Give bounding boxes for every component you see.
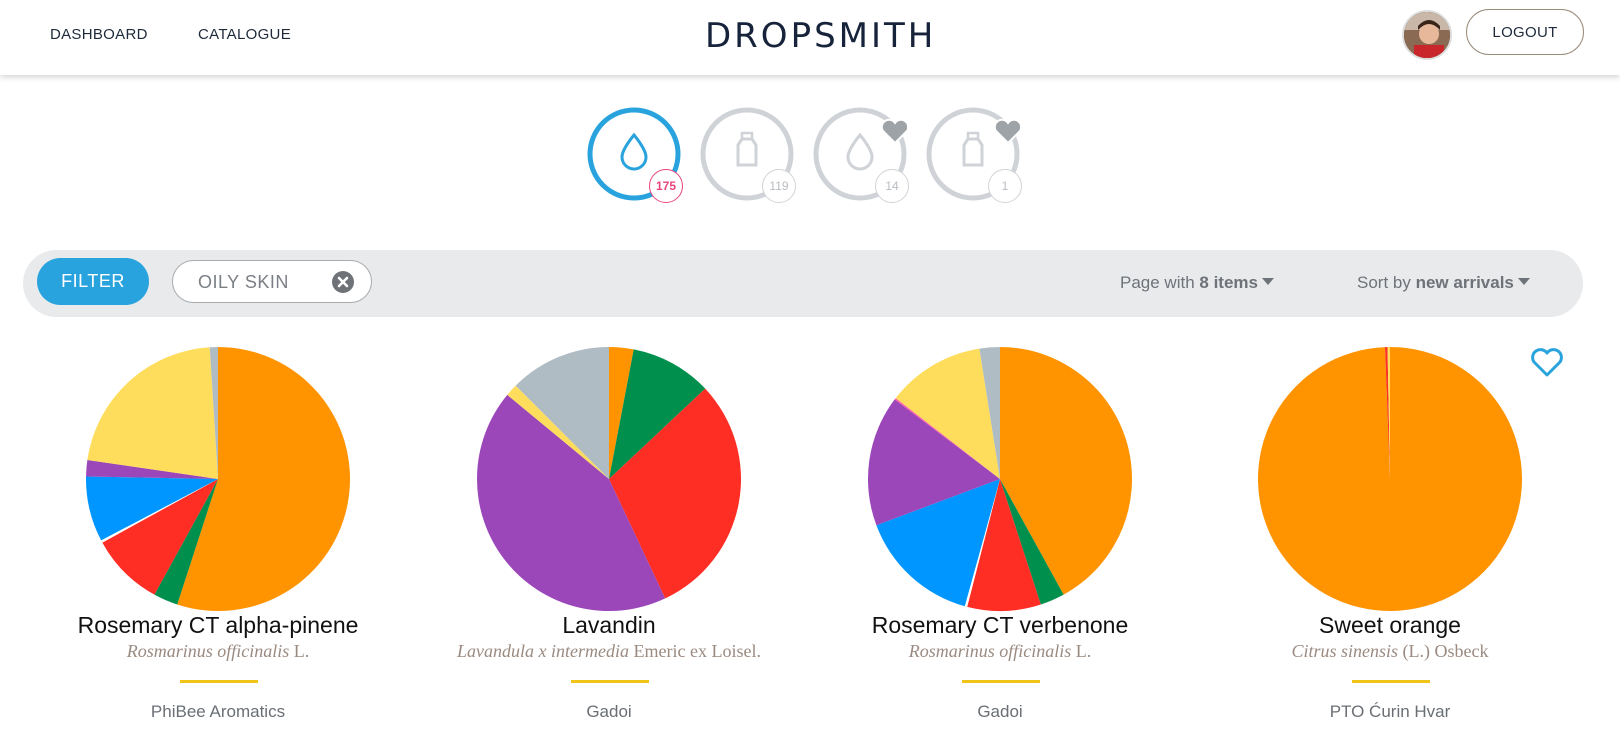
chevron-down-icon — [1517, 278, 1530, 286]
card-divider — [180, 680, 258, 683]
latin-species: Rosmarinus officinalis — [908, 641, 1072, 661]
product-name: Lavandin — [562, 612, 656, 638]
composition-pie-chart — [477, 347, 741, 611]
pie-slice-orange — [177, 347, 350, 611]
pie-slice-blue — [876, 479, 1000, 607]
logo-text: DROPSMITH — [705, 16, 937, 56]
sort-value: new arrivals — [1415, 273, 1514, 292]
bottle-icon — [700, 107, 794, 201]
user-avatar[interactable] — [1402, 10, 1452, 60]
latin-species: Lavandula x intermedia — [457, 641, 630, 661]
card-divider — [962, 680, 1040, 683]
pie-slice-gray — [515, 347, 609, 479]
pie-slice-blue — [86, 476, 218, 541]
category-count-badge: 175 — [649, 169, 683, 203]
active-filter-chip: OILY SKIN — [172, 260, 372, 303]
category-count-badge: 119 — [762, 169, 796, 203]
latin-author: L. — [1071, 641, 1092, 661]
latin-species: Citrus sinensis — [1291, 641, 1399, 661]
page-size-value: 8 items — [1199, 273, 1258, 292]
pie-slice-green — [1000, 479, 1064, 605]
product-latin-name: Rosmarinus officinalis L. — [38, 641, 398, 662]
page-size-prefix: Page with — [1120, 273, 1200, 292]
pie-slice-purple — [86, 459, 218, 479]
pie-slice-yellow — [507, 385, 609, 479]
category-favorite-blends[interactable]: 1 — [926, 107, 1022, 203]
pie-slice-yellow — [1387, 347, 1390, 479]
latin-author: Emeric ex Loisel. — [629, 641, 761, 661]
category-count-badge: 14 — [875, 169, 909, 203]
latin-author: L. — [289, 641, 310, 661]
product-name: Rosemary CT alpha-pinene — [77, 612, 359, 638]
pie-slice-green — [154, 479, 218, 605]
product-card[interactable]: Lavandin Lavandula x intermedia Emeric e… — [429, 340, 789, 738]
drop-icon — [587, 107, 681, 201]
composition-pie-chart — [86, 347, 350, 611]
category-favorite-oils[interactable]: 14 — [813, 107, 909, 203]
pie-slice-red — [102, 479, 218, 595]
product-latin-name: Lavandula x intermedia Emeric ex Loisel. — [429, 641, 789, 662]
product-brand: Gadoi — [977, 702, 1023, 721]
pie-slice-red — [609, 388, 741, 599]
category-count-badge: 1 — [988, 169, 1022, 203]
sort-dropdown[interactable]: Sort by new arrivals — [1357, 273, 1530, 293]
pie-slice-gray — [209, 347, 218, 479]
pie-slice-white — [101, 479, 218, 543]
category-all-blends[interactable]: 119 — [700, 107, 796, 203]
pie-slice-green — [609, 349, 706, 479]
latin-species: Rosmarinus officinalis — [126, 641, 290, 661]
bottle-heart-icon — [926, 107, 1020, 201]
product-brand: PTO Ćurin Hvar — [1329, 702, 1451, 721]
pie-slice-orange — [1000, 347, 1132, 595]
remove-filter-icon[interactable] — [332, 271, 354, 293]
composition-pie-chart — [1258, 347, 1522, 611]
pie-slice-yellow — [87, 347, 219, 479]
dropsmith-logo[interactable]: DROPSMITH — [705, 12, 933, 56]
product-card[interactable]: Rosemary CT verbenone Rosmarinus officin… — [820, 340, 1180, 738]
favorite-heart-icon[interactable] — [1530, 348, 1564, 378]
drop-heart-icon — [813, 107, 907, 201]
filter-chip-label: OILY SKIN — [198, 272, 289, 292]
nav-catalogue-link[interactable]: CATALOGUE — [198, 26, 291, 43]
sort-prefix: Sort by — [1357, 273, 1416, 292]
card-divider — [1352, 680, 1430, 683]
pie-slice-pink — [894, 398, 1000, 479]
top-navbar: DASHBOARD CATALOGUE DROPSMITH LOGOUT — [0, 0, 1620, 75]
category-all-oils[interactable]: 175 — [587, 107, 683, 203]
page-size-dropdown[interactable]: Page with 8 items — [1120, 273, 1274, 293]
logout-button[interactable]: LOGOUT — [1466, 9, 1584, 55]
product-name: Rosemary CT verbenone — [871, 612, 1129, 638]
pie-slice-red — [967, 479, 1041, 611]
pie-slice-orange — [609, 347, 634, 479]
pie-slice-white — [964, 479, 1000, 607]
nav-dashboard-link[interactable]: DASHBOARD — [50, 26, 148, 43]
pie-slice-red — [1385, 347, 1390, 479]
pie-slice-yellow — [895, 348, 1000, 479]
product-brand: Gadoi — [586, 702, 632, 721]
product-brand: PhiBee Aromatics — [150, 702, 286, 721]
product-name: Sweet orange — [1319, 612, 1461, 638]
product-card[interactable]: Sweet orange Citrus sinensis (L.) Osbeck… — [1210, 340, 1570, 738]
pie-slice-gray — [979, 347, 1000, 479]
latin-author: (L.) Osbeck — [1398, 641, 1489, 661]
filter-bar: FILTER OILY SKIN Page with 8 items Sort … — [23, 250, 1583, 317]
card-divider — [571, 680, 649, 683]
product-latin-name: Citrus sinensis (L.) Osbeck — [1210, 641, 1570, 662]
pie-slice-purple — [477, 394, 666, 611]
product-card[interactable]: Rosemary CT alpha-pinene Rosmarinus offi… — [38, 340, 398, 738]
composition-pie-chart — [868, 347, 1132, 611]
filter-button[interactable]: FILTER — [37, 258, 149, 305]
pie-slice-purple — [868, 399, 1000, 526]
chevron-down-icon — [1261, 278, 1274, 286]
product-latin-name: Rosmarinus officinalis L. — [820, 641, 1180, 662]
